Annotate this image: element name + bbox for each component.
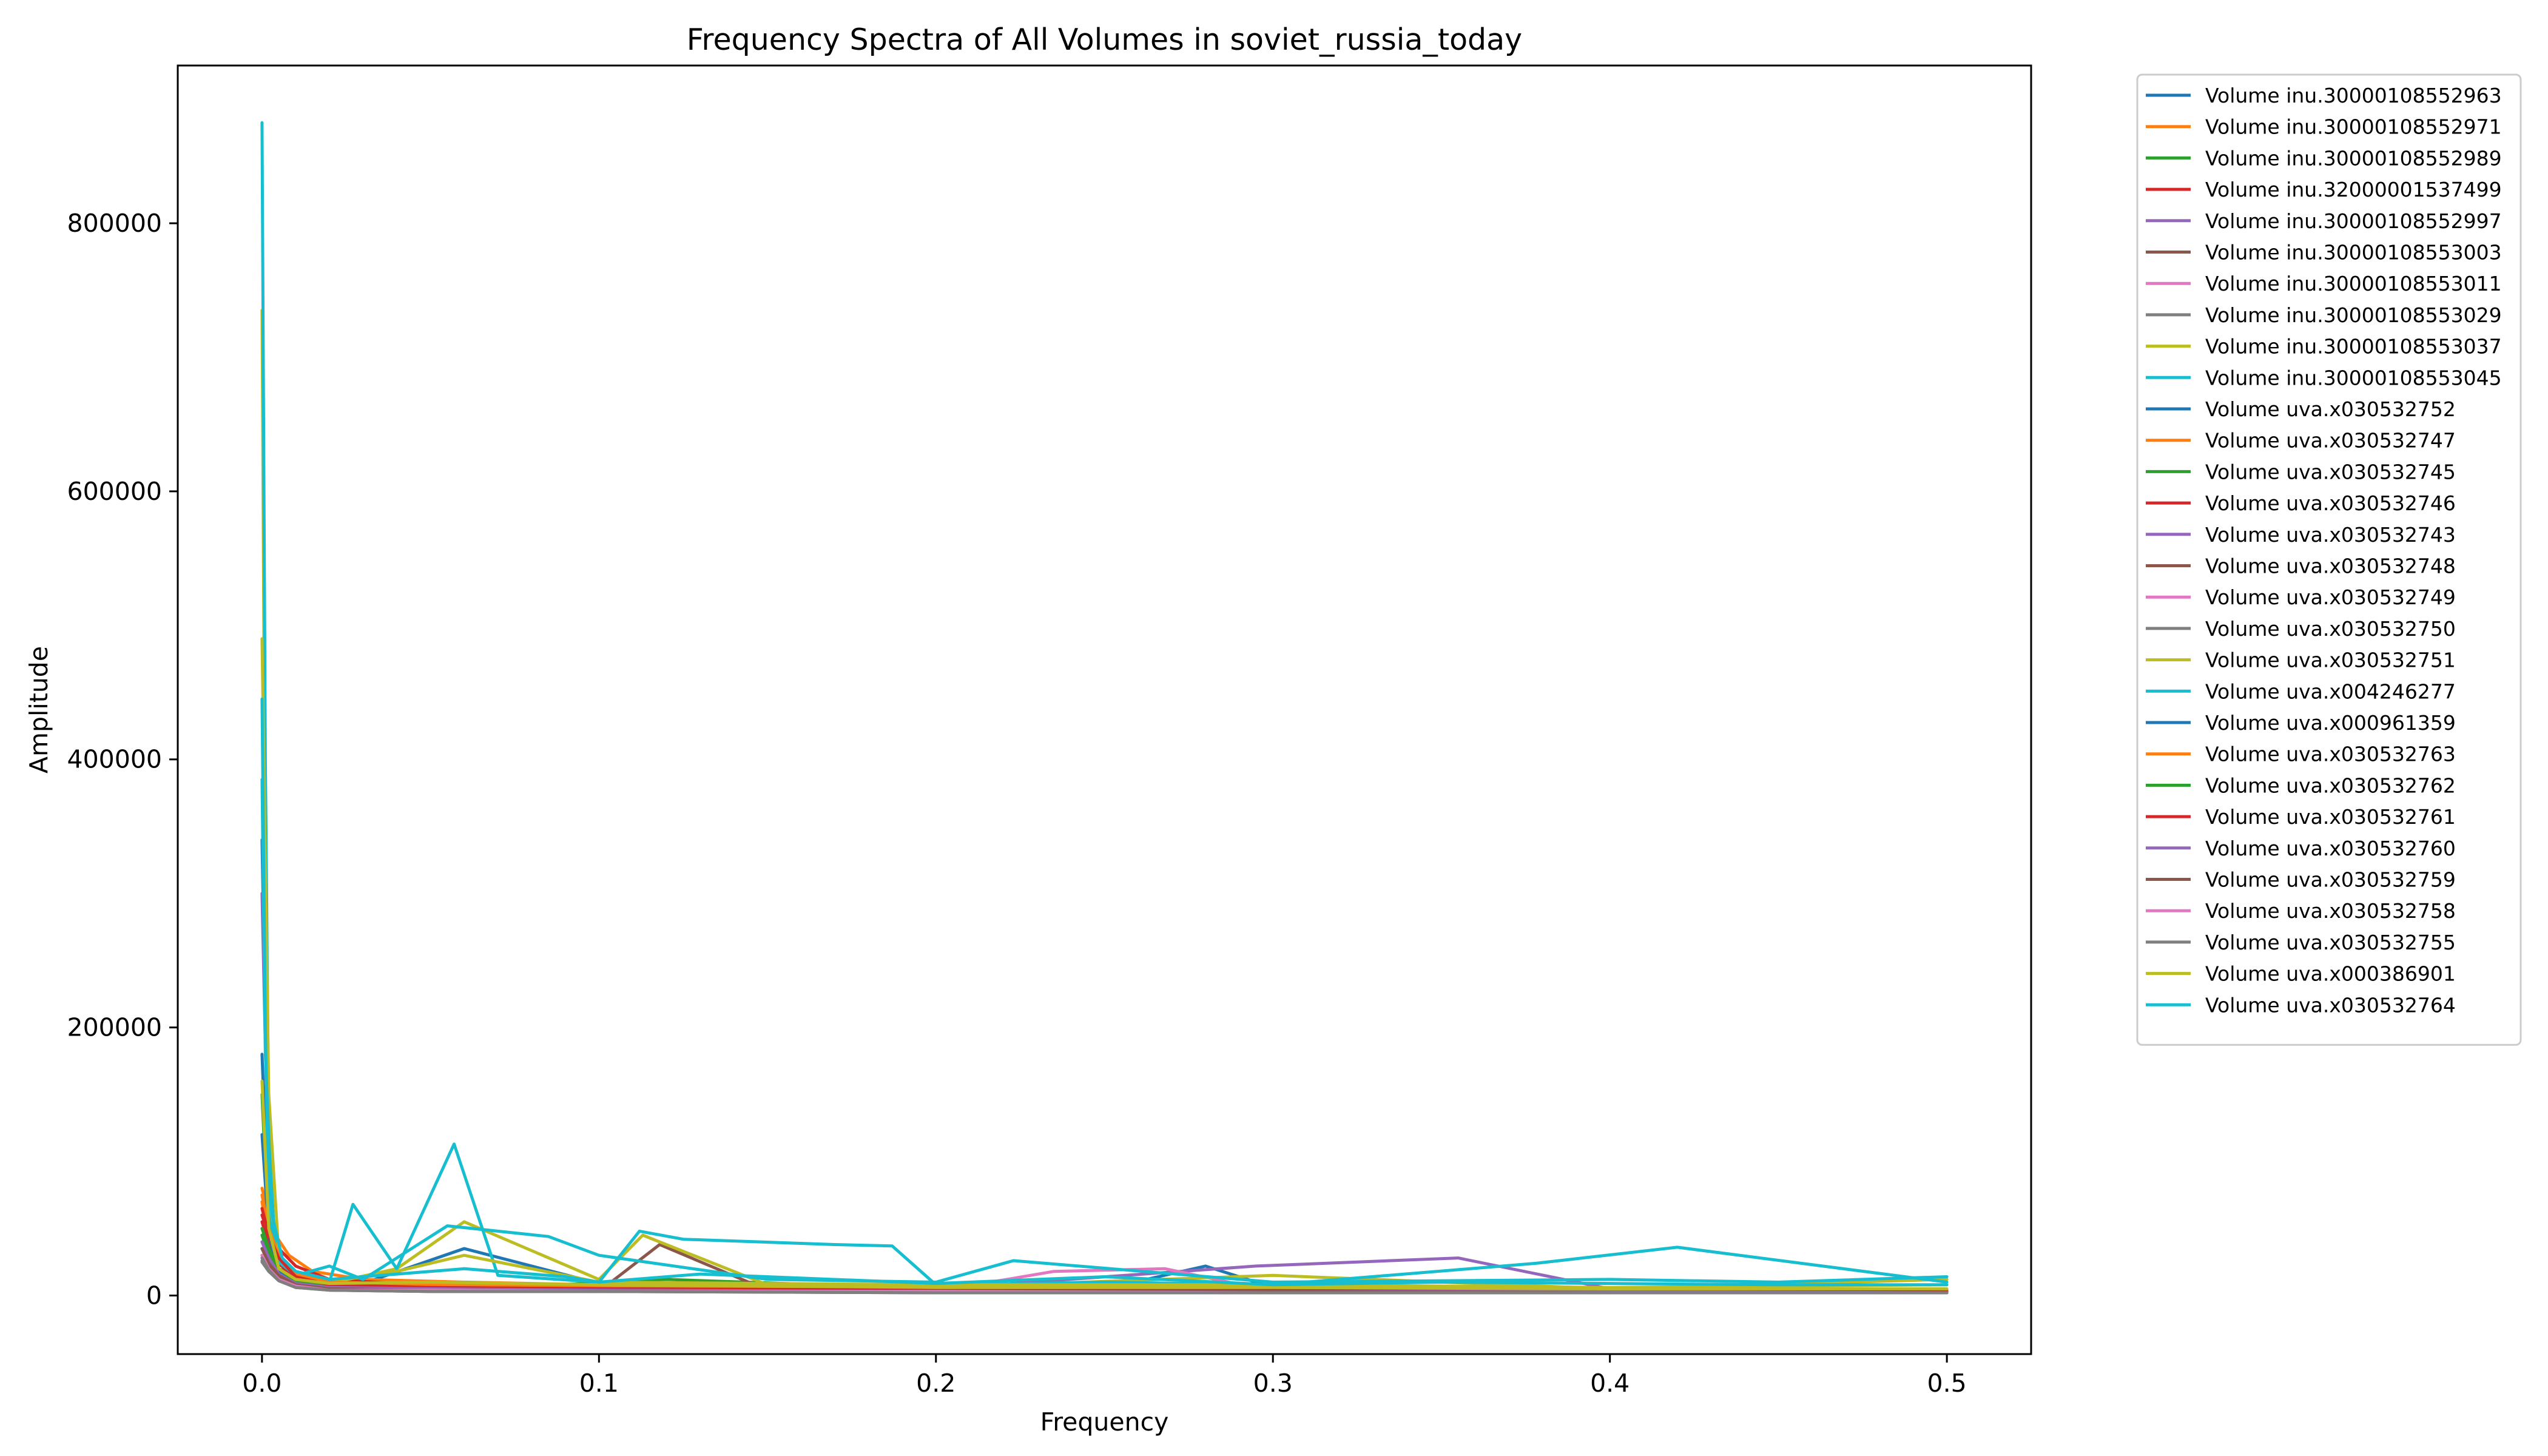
legend-label-2: Volume inu.30000108552971: [2205, 115, 2502, 139]
x-axis-ticks: 0.0 0.1 0.2 0.3 0.4 0.5: [242, 1354, 1967, 1398]
y-tick-label: 400000: [67, 745, 162, 774]
legend-label-25: Volume uva.x030532760: [2205, 837, 2456, 860]
legend-label-24: Volume uva.x030532761: [2205, 805, 2456, 829]
legend-label-5: Volume inu.30000108552997: [2205, 209, 2502, 233]
series-line-29: [260, 1079, 1949, 1290]
series-line-30: [260, 778, 1949, 1287]
legend-label-9: Volume inu.30000108553037: [2205, 335, 2502, 359]
x-tick-label: 0.1: [579, 1369, 619, 1398]
legend-label-3: Volume inu.30000108552989: [2205, 146, 2502, 170]
legend-label-10: Volume inu.30000108553045: [2205, 366, 2502, 389]
legend-label-19: Volume uva.x030532751: [2205, 649, 2456, 672]
legend-label-30: Volume uva.x030532764: [2205, 993, 2456, 1017]
legend-label-7: Volume inu.30000108553011: [2205, 272, 2502, 295]
plot-background: [178, 66, 2031, 1354]
legend: Volume inu.30000108552963 Volume inu.3000…: [2136, 73, 2522, 1046]
legend-label-29: Volume uva.x000386901: [2205, 962, 2456, 986]
legend-label-15: Volume uva.x030532743: [2205, 523, 2456, 547]
legend-label-14: Volume uva.x030532746: [2205, 491, 2456, 515]
y-axis-label: Amplitude: [24, 646, 53, 774]
x-tick-label: 0.4: [1590, 1369, 1630, 1398]
legend-label-27: Volume uva.x030532758: [2205, 899, 2456, 923]
x-tick-label: 0.2: [916, 1369, 956, 1398]
legend-label-22: Volume uva.x030532763: [2205, 743, 2456, 766]
legend-label-1: Volume inu.30000108552963: [2205, 84, 2502, 107]
series-line-28: [260, 1256, 1949, 1295]
legend-label-18: Volume uva.x030532750: [2205, 617, 2456, 641]
chart-title: Frequency Spectra of All Volumes in sovi…: [687, 22, 1522, 57]
legend-label-13: Volume uva.x030532745: [2205, 460, 2456, 484]
legend-label-11: Volume uva.x030532752: [2205, 397, 2456, 421]
x-tick-label: 0.3: [1253, 1369, 1293, 1398]
legend-label-4: Volume inu.32000001537499: [2205, 178, 2502, 201]
x-tick-label: 0.5: [1927, 1369, 1967, 1398]
series-layer: [260, 121, 1949, 1295]
legend-label-16: Volume uva.x030532748: [2205, 554, 2456, 578]
legend-label-8: Volume inu.30000108553029: [2205, 303, 2502, 327]
y-tick-label: 200000: [67, 1013, 162, 1042]
legend-label-28: Volume uva.x030532755: [2205, 931, 2456, 954]
legend-label-20: Volume uva.x004246277: [2205, 679, 2456, 703]
x-axis-label: Frequency: [1040, 1407, 1169, 1437]
plot-frame: [177, 64, 2032, 1355]
y-tick-label: 0: [146, 1281, 162, 1310]
y-tick-label: 800000: [67, 209, 162, 238]
y-axis-ticks: 0 200000 400000 600000 800000: [67, 209, 178, 1310]
legend-label-26: Volume uva.x030532759: [2205, 868, 2456, 892]
legend-label-21: Volume uva.x000961359: [2205, 711, 2456, 735]
y-tick-label: 600000: [67, 477, 162, 506]
legend-label-17: Volume uva.x030532749: [2205, 585, 2456, 609]
x-tick-label: 0.0: [242, 1369, 281, 1398]
legend-box: [2136, 73, 2522, 1046]
legend-label-6: Volume inu.30000108553003: [2205, 241, 2502, 265]
legend-label-23: Volume uva.x030532762: [2205, 774, 2456, 797]
legend-label-12: Volume uva.x030532747: [2205, 429, 2456, 453]
